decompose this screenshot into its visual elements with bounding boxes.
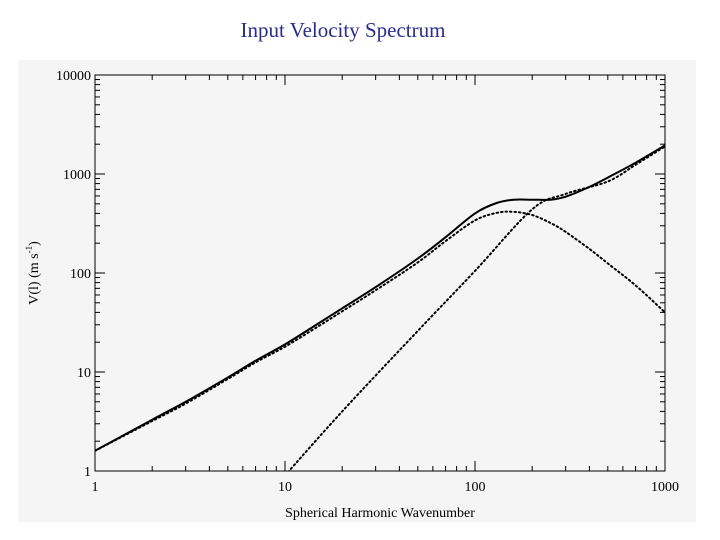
x-axis-title: Spherical Harmonic Wavenumber bbox=[285, 506, 475, 521]
x-tick-label: 10 bbox=[278, 480, 292, 495]
velocity-spectrum-chart: 1 10 100 1000 1 10 100 1000 10000 Spherical Harm… bbox=[24, 69, 679, 521]
y-axis-title-close: ) bbox=[27, 241, 42, 246]
y-tick-label: 10 bbox=[77, 366, 91, 381]
plot-frame bbox=[94, 74, 666, 472]
y-axis-title-sup: -1 bbox=[24, 246, 34, 254]
y-tick-label: 1 bbox=[84, 465, 91, 480]
y-tick-label: 100 bbox=[70, 267, 91, 282]
y-axis-title: V(l) (m s-1) bbox=[24, 241, 42, 305]
x-tick-label: 100 bbox=[465, 480, 486, 495]
y-tick-label: 1000 bbox=[63, 168, 91, 183]
series-layer bbox=[95, 144, 665, 471]
series-line-large-scale-component bbox=[95, 210, 665, 452]
figure-panel: 1 10 100 1000 1 10 100 1000 10000 Spherical Harm… bbox=[18, 60, 696, 522]
x-tick-label: 1000 bbox=[651, 480, 679, 495]
x-tick-label: 1 bbox=[92, 480, 99, 495]
ticks-layer bbox=[94, 74, 666, 472]
y-tick-label: 10000 bbox=[56, 69, 91, 84]
series-line-total bbox=[95, 144, 665, 452]
labels-layer: 1 10 100 1000 1 10 100 1000 10000 bbox=[56, 69, 679, 495]
series-line-small-scale-component bbox=[287, 145, 665, 471]
slide-title: Input Velocity Spectrum bbox=[240, 18, 446, 42]
y-axis-title-main: V(l) (m s bbox=[27, 253, 42, 304]
